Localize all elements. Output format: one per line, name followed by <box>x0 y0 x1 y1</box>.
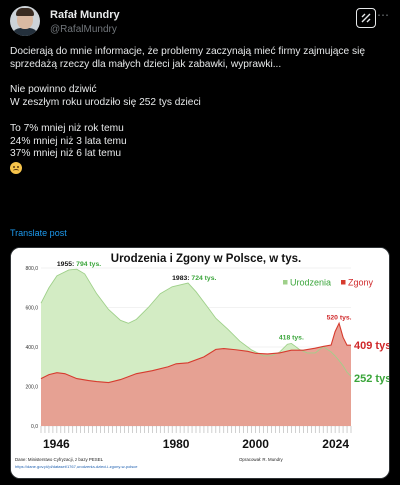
chart-image[interactable]: Urodzenia i Zgony w Polsce, w tys. 0,0 20… <box>10 247 390 479</box>
author-handle[interactable]: @RafalMundry <box>50 24 117 35</box>
y-tick-label: 400,0 <box>25 345 38 351</box>
y-tick-label: 200,0 <box>25 385 38 391</box>
translate-post-link[interactable]: Translate post <box>10 228 67 238</box>
annotations: 1955: 794 tys. 1983: 724 tys. 418 tys. 520 … <box>57 261 390 385</box>
grok-icon[interactable] <box>356 8 376 28</box>
y-tick-label: 600,0 <box>25 306 38 312</box>
y-tick-labels: 0,0 200,0 400,0 600,0 800,0 <box>25 266 38 430</box>
post-paragraph-1: Docierają do mnie informacje, że problem… <box>10 46 368 70</box>
source-left: Dane: Ministerstwo Cyfryzacji, z bazy PE… <box>15 457 104 462</box>
post-text: Docierają do mnie informacje, że problem… <box>10 46 390 179</box>
deaths-end-label: 409 tys. <box>354 340 390 352</box>
source-right: Opracował: R. Mundry <box>239 457 283 462</box>
annotation-label: 1983: 724 tys. <box>172 275 216 282</box>
more-options-icon[interactable]: ⋯ <box>377 8 390 22</box>
x-milestone-label: 1980 <box>163 437 190 451</box>
legend: Urodzenia Zgony <box>283 278 374 288</box>
post-header: Rafał Mundry @RafalMundry ⋯ <box>10 6 390 40</box>
author-name[interactable]: Rafał Mundry <box>50 9 120 21</box>
disappointed-face-icon <box>10 162 22 175</box>
chart-title: Urodzenia i Zgony w Polsce, w tys. <box>111 253 301 265</box>
x-milestone-label: 2024 <box>322 437 349 451</box>
post-paragraph-3: To 7% mniej niż rok temu 24% mniej niż 3… <box>10 122 127 160</box>
births-end-label: 252 tys. <box>354 373 390 385</box>
series-areas <box>40 268 352 426</box>
y-tick-label: 800,0 <box>25 266 38 272</box>
legend-swatch-births <box>283 280 288 285</box>
x-milestone-label: 1946 <box>43 437 70 451</box>
avatar[interactable] <box>10 6 40 36</box>
deaths-area <box>41 323 351 426</box>
y-tick-label: 0,0 <box>31 424 38 430</box>
births-deaths-chart: Urodzenia i Zgony w Polsce, w tys. 0,0 20… <box>11 248 390 478</box>
post-paragraph-2: Nie powinno dziwić W zeszłym roku urodzi… <box>10 84 201 109</box>
annotation-label: 418 tys. <box>279 334 304 341</box>
legend-swatch-deaths <box>341 280 346 285</box>
deaths-line <box>40 321 351 384</box>
x-milestone-label: 2000 <box>242 437 269 451</box>
births-line <box>40 268 352 377</box>
legend-label-births: Urodzenia <box>290 278 331 288</box>
source-url[interactable]: https://dane.gov.pl/pl/dataset/1767,urod… <box>15 464 138 469</box>
legend-label-deaths: Zgony <box>348 278 374 288</box>
x-tick-marks: 1946 1980 2000 2024 <box>40 426 352 451</box>
annotation-label: 520 tys. <box>327 314 352 321</box>
annotation-label: 1955: 794 tys. <box>57 261 101 268</box>
